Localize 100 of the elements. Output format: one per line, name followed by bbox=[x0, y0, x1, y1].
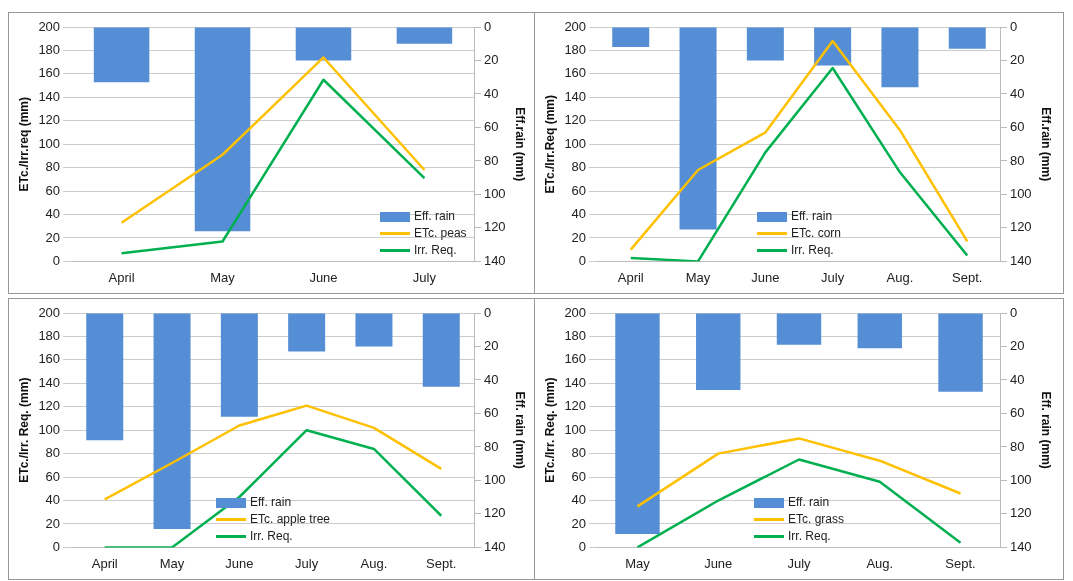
y-tick-label: 140 bbox=[38, 374, 61, 390]
y2-tick-label: 60 bbox=[483, 405, 499, 421]
y-tick-label: 60 bbox=[45, 468, 61, 484]
y-tick-label: 140 bbox=[564, 374, 587, 390]
y2-tick-label: 100 bbox=[1009, 472, 1032, 488]
legend-label: Eff. rain bbox=[791, 208, 833, 226]
x-tick-label: July bbox=[295, 555, 319, 571]
y-tick-label: 40 bbox=[45, 206, 61, 222]
y2-tick-label: 140 bbox=[1009, 538, 1032, 554]
bar bbox=[857, 313, 902, 349]
y-tick-label: 80 bbox=[571, 159, 587, 175]
x-tick-label: April bbox=[91, 555, 118, 571]
y-axis-title: ETc./Irr.Req (mm) bbox=[542, 94, 557, 194]
y2-axis-title: Eff.rain (mm) bbox=[1039, 107, 1054, 182]
y-tick-label: 200 bbox=[38, 18, 61, 34]
y-tick-label: 20 bbox=[571, 515, 587, 531]
x-tick-label: June bbox=[309, 269, 338, 285]
y-axis-title: ETc./Irr.req (mm) bbox=[16, 96, 31, 192]
x-tick-label: July bbox=[821, 269, 845, 285]
y-tick-label: 140 bbox=[38, 88, 61, 104]
legend-label: ETc. peas bbox=[413, 225, 467, 243]
y-tick-label: 0 bbox=[578, 538, 587, 554]
y2-tick-label: 140 bbox=[483, 538, 506, 554]
y2-tick-label: 140 bbox=[483, 252, 506, 268]
x-tick-label: May bbox=[210, 269, 236, 285]
y-tick-label: 80 bbox=[571, 445, 587, 461]
y-tick-label: 120 bbox=[564, 398, 587, 414]
x-tick-label: Sept. bbox=[426, 555, 457, 571]
x-tick-label: April bbox=[617, 269, 644, 285]
y2-tick-label: 40 bbox=[1009, 371, 1025, 387]
y-tick-label: 140 bbox=[564, 88, 587, 104]
y-tick-label: 120 bbox=[38, 398, 61, 414]
x-tick-label: May bbox=[159, 555, 185, 571]
y-tick-label: 160 bbox=[564, 351, 587, 367]
y2-tick-label: 120 bbox=[1009, 219, 1032, 235]
x-tick-label: Sept. bbox=[945, 555, 976, 571]
y-tick-label: 180 bbox=[564, 328, 587, 344]
y2-tick-label: 120 bbox=[1009, 505, 1032, 521]
y-axis-title: ETc./Irr. Req. (mm) bbox=[16, 377, 31, 483]
y-tick-label: 100 bbox=[564, 421, 587, 437]
y-tick-label: 160 bbox=[38, 351, 61, 367]
y2-tick-label: 20 bbox=[483, 52, 499, 68]
x-tick-label: Aug. bbox=[886, 269, 914, 285]
y2-tick-label: 60 bbox=[1009, 405, 1025, 421]
legend-label: Eff. rain bbox=[788, 494, 830, 512]
bar bbox=[396, 27, 453, 44]
bar bbox=[938, 313, 983, 392]
y-tick-label: 40 bbox=[571, 492, 587, 508]
y-tick-label: 80 bbox=[45, 445, 61, 461]
y2-tick-label: 40 bbox=[483, 371, 499, 387]
x-tick-label: Aug. bbox=[360, 555, 388, 571]
x-tick-label: July bbox=[412, 269, 437, 285]
y-tick-label: 20 bbox=[45, 229, 61, 245]
y2-axis-title: Eff. rain (mm) bbox=[1039, 391, 1054, 469]
bar bbox=[194, 27, 251, 232]
y2-axis-title: Eff. rain (mm) bbox=[513, 391, 528, 469]
y-tick-label: 40 bbox=[571, 206, 587, 222]
y2-tick-label: 80 bbox=[1009, 438, 1025, 454]
y2-tick-label: 20 bbox=[1009, 52, 1025, 68]
bar bbox=[220, 313, 258, 417]
y-tick-label: 200 bbox=[564, 18, 587, 34]
y2-tick-label: 120 bbox=[483, 505, 506, 521]
legend-label: Irr. Req. bbox=[250, 528, 293, 546]
legend-label: ETc. apple tree bbox=[250, 511, 331, 529]
bar bbox=[696, 313, 741, 391]
y2-tick-label: 60 bbox=[483, 119, 499, 135]
bar bbox=[679, 27, 717, 230]
y-tick-label: 40 bbox=[45, 492, 61, 508]
y2-tick-label: 60 bbox=[1009, 119, 1025, 135]
bar bbox=[153, 313, 191, 529]
bar bbox=[86, 313, 124, 441]
y2-tick-label: 0 bbox=[483, 18, 492, 34]
y-tick-label: 0 bbox=[578, 252, 587, 268]
y-tick-label: 60 bbox=[571, 182, 587, 198]
bar bbox=[776, 313, 822, 345]
x-tick-label: May bbox=[685, 269, 711, 285]
y2-tick-label: 40 bbox=[483, 85, 499, 101]
y2-tick-label: 80 bbox=[483, 438, 499, 454]
y-tick-label: 80 bbox=[45, 159, 61, 175]
y-tick-label: 160 bbox=[564, 65, 587, 81]
bar bbox=[948, 27, 986, 49]
y-tick-label: 60 bbox=[571, 468, 587, 484]
legend-label: Eff. rain bbox=[413, 208, 456, 226]
x-tick-label: April bbox=[108, 269, 135, 285]
bar bbox=[746, 27, 784, 61]
legend-label: Irr. Req. bbox=[791, 242, 834, 260]
x-tick-label: Aug. bbox=[866, 555, 894, 571]
legend-label: Eff. rain bbox=[250, 494, 292, 512]
y2-tick-label: 40 bbox=[1009, 85, 1025, 101]
y2-tick-label: 20 bbox=[1009, 338, 1025, 354]
y2-tick-label: 100 bbox=[1009, 186, 1032, 202]
x-tick-label: June bbox=[704, 555, 733, 571]
y-tick-label: 120 bbox=[38, 112, 61, 128]
x-tick-label: Sept. bbox=[952, 269, 983, 285]
y-tick-label: 180 bbox=[38, 328, 61, 344]
y2-tick-label: 100 bbox=[483, 186, 506, 202]
bar bbox=[612, 27, 650, 48]
legend-label: ETc. grass bbox=[788, 511, 845, 529]
y-tick-label: 20 bbox=[571, 229, 587, 245]
y2-tick-label: 0 bbox=[1009, 18, 1018, 34]
